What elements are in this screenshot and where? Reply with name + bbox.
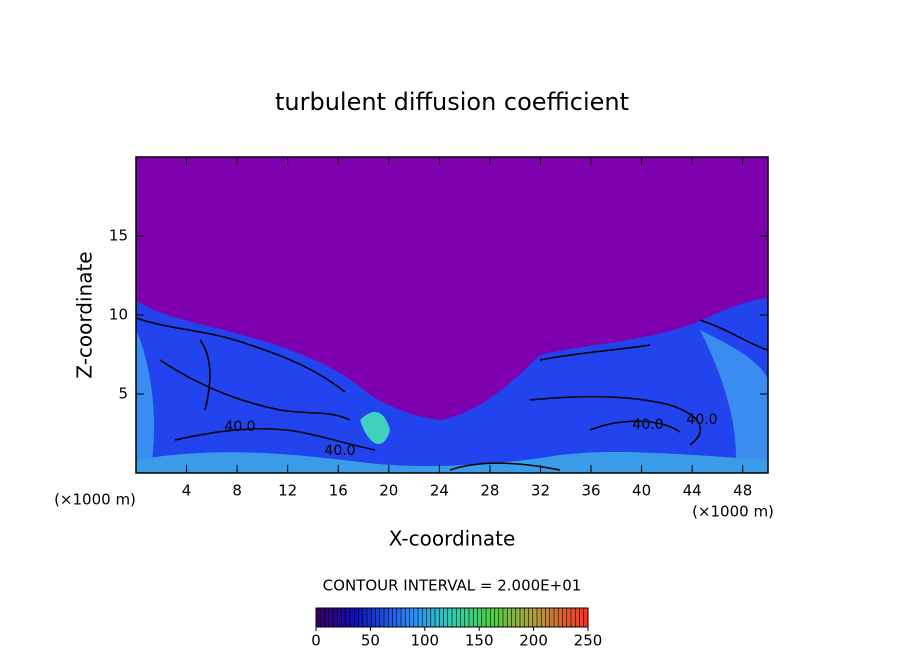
y-tick-label: 5	[118, 385, 128, 403]
x-tick-label: 40	[632, 482, 651, 500]
y-tick-label: 15	[109, 227, 128, 245]
field-region	[136, 298, 768, 473]
colorbar-tick-label: 50	[361, 632, 380, 650]
colorbar-hatching	[319, 608, 585, 627]
x-tick-label: 28	[480, 482, 499, 500]
field-patch	[360, 411, 390, 444]
y-axis-label: Z-coordinate	[73, 251, 97, 378]
x-tick-label: 20	[379, 482, 398, 500]
colorbar-tick-label: 200	[519, 632, 548, 650]
contour-field	[136, 157, 768, 473]
x-tick-label: 4	[182, 482, 192, 500]
colorbar-tick-label: 0	[311, 632, 321, 650]
field-patch	[700, 330, 768, 473]
chart-title: turbulent diffusion coefficient	[275, 88, 629, 116]
x-tick-label: 48	[733, 482, 752, 500]
field-patch	[136, 452, 768, 473]
colorbar-tick-label: 150	[465, 632, 494, 650]
field-patch	[136, 330, 155, 473]
x-tick-label: 24	[430, 482, 449, 500]
x-unit-label: (×1000 m)	[692, 503, 774, 521]
contour-lines	[136, 317, 768, 471]
contour-label: 40.0	[632, 417, 663, 433]
y-unit-label: (×1000 m)	[54, 491, 136, 509]
contour-label: 40.0	[686, 412, 717, 428]
y-tick-label: 10	[109, 306, 128, 324]
x-axis-label: X-coordinate	[389, 527, 516, 551]
x-tick-label: 8	[232, 482, 242, 500]
contour-label: 40.0	[324, 443, 355, 459]
contour-interval: CONTOUR INTERVAL = 2.000E+01	[323, 577, 582, 595]
colorbar-tick-label: 100	[410, 632, 439, 650]
x-tick-label: 36	[581, 482, 600, 500]
x-tick-label: 12	[278, 482, 297, 500]
x-tick-label: 32	[531, 482, 550, 500]
contour-label: 40.0	[224, 419, 255, 435]
x-tick-label: 44	[683, 482, 702, 500]
colorbar-tick-label: 250	[574, 632, 603, 650]
x-tick-label: 16	[329, 482, 348, 500]
